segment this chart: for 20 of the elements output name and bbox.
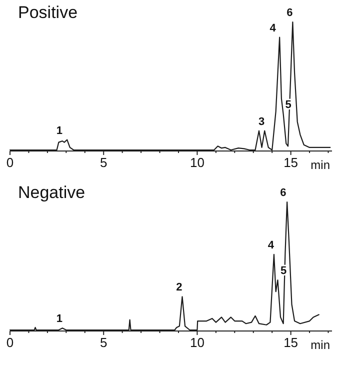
x-tick-label: 10 (190, 155, 204, 170)
annotation: 1 (56, 124, 62, 137)
annotation: 2 (176, 282, 182, 294)
x-axis-title: min (310, 338, 330, 352)
x-axis-title: min (310, 158, 330, 172)
annotation: 1 (56, 313, 62, 326)
x-tick-label: 15 (284, 155, 298, 170)
x-tick-label: 15 (284, 335, 298, 350)
chart-title: Positive (18, 3, 78, 22)
x-tick-label: 0 (6, 155, 14, 170)
annotation: 4 (268, 239, 275, 252)
x-tick-label: 5 (100, 335, 108, 350)
annotation: 6 (280, 187, 286, 199)
annotation: 4 (270, 22, 277, 34)
chart-title: Negative (18, 183, 86, 202)
annotation: 6 (286, 7, 293, 19)
x-tick-label: 0 (6, 335, 14, 350)
x-tick-label: 10 (190, 335, 204, 350)
annotation: 3 (258, 116, 265, 128)
x-tick-label: 5 (100, 155, 108, 170)
